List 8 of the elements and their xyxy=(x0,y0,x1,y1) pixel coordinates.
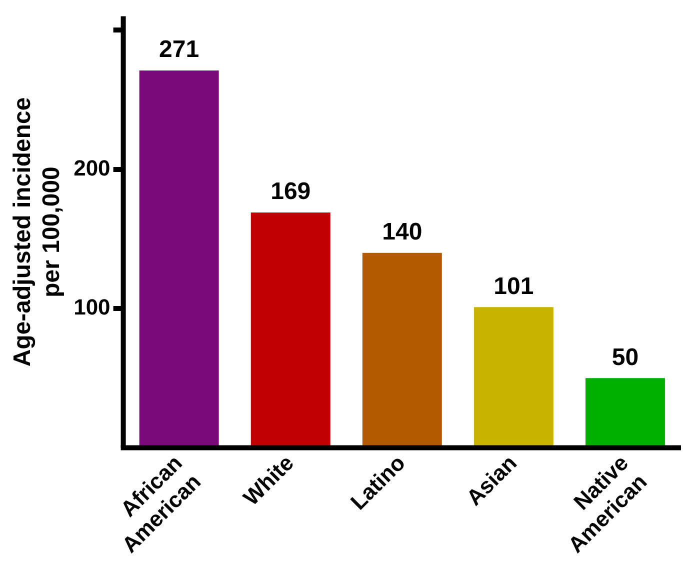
y-tick-label: 100 xyxy=(74,294,110,320)
y-axis-title: Age-adjusted incidence per 100,000 xyxy=(9,97,65,367)
data-label: 50 xyxy=(612,344,639,371)
data-label: 140 xyxy=(382,218,422,246)
data-label: 169 xyxy=(270,178,311,206)
y-tick-label: 200 xyxy=(74,155,110,180)
data-label: 271 xyxy=(159,36,200,64)
data-label: 101 xyxy=(494,272,534,300)
